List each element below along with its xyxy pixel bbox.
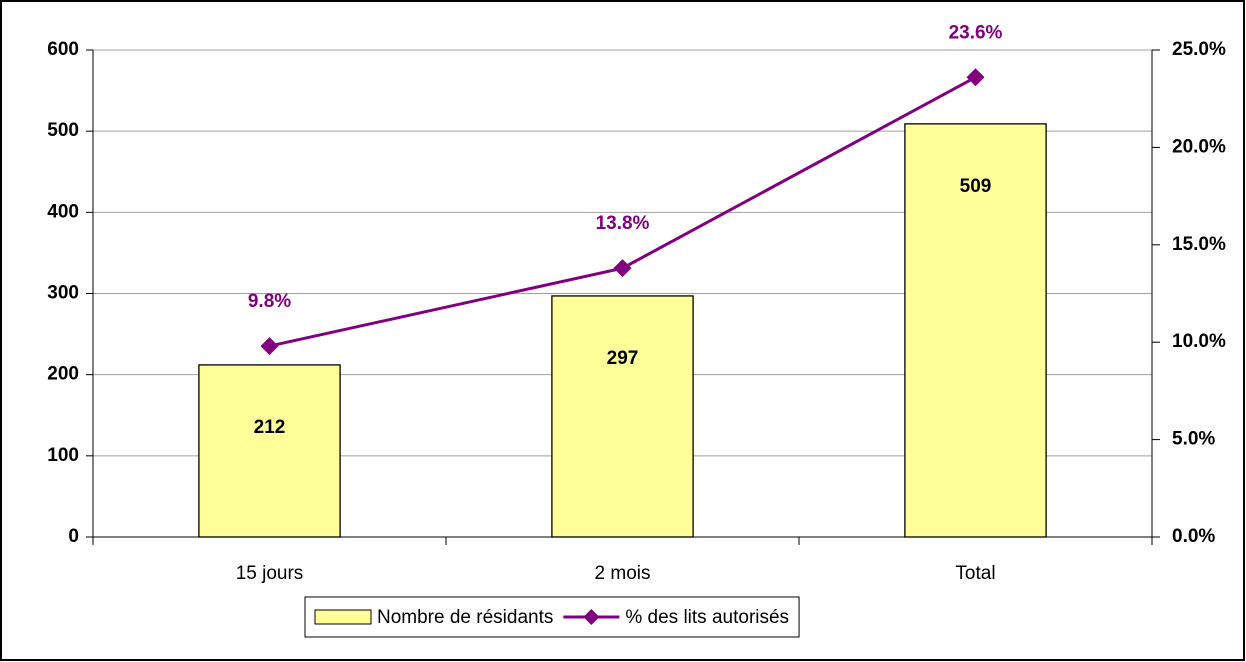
line-value-label: 23.6%	[949, 22, 1003, 43]
line-marker	[966, 68, 985, 87]
y2-tick-label: 20.0%	[1172, 136, 1226, 157]
legend-swatch-marker	[583, 609, 600, 625]
line-marker	[613, 259, 632, 278]
y-tick-label: 0	[68, 526, 79, 547]
legend-label: Nombre de résidants	[377, 607, 553, 628]
bar	[551, 295, 694, 538]
line-value-label: 9.8%	[248, 291, 291, 312]
legend-swatch	[314, 609, 372, 625]
legend	[304, 596, 800, 638]
x-tick-label: 2 mois	[595, 563, 651, 584]
x-tick-label: 15 jours	[236, 563, 304, 584]
line-marker	[260, 337, 279, 356]
legend-label: % des lits autorisés	[625, 607, 789, 628]
y-tick-label: 100	[47, 445, 79, 466]
line-value-label: 13.8%	[596, 213, 650, 234]
y-tick-label: 200	[47, 364, 79, 385]
y2-tick-label: 10.0%	[1172, 331, 1226, 352]
y-tick-label: 600	[47, 39, 79, 60]
bar	[198, 364, 341, 538]
y-tick-label: 300	[47, 283, 79, 304]
y2-tick-label: 15.0%	[1172, 234, 1226, 255]
y2-tick-label: 25.0%	[1172, 39, 1226, 60]
bar-value-label: 509	[960, 176, 992, 197]
x-tick-label: Total	[955, 563, 995, 584]
y-tick-label: 500	[47, 120, 79, 141]
bar-value-label: 212	[254, 417, 286, 438]
bar-value-label: 297	[607, 348, 639, 369]
bar	[904, 123, 1047, 538]
y2-tick-label: 5.0%	[1172, 429, 1215, 450]
y2-tick-label: 0.0%	[1172, 526, 1215, 547]
y-tick-label: 400	[47, 201, 79, 222]
